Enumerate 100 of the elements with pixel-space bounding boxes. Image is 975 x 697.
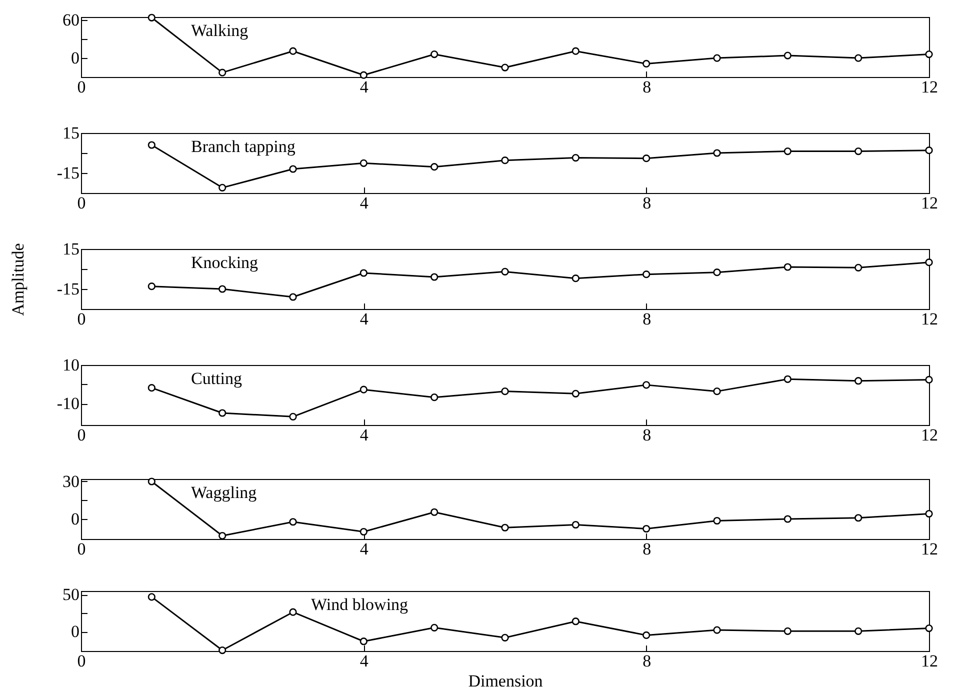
y-tick-label: 0 <box>71 510 80 528</box>
point <box>148 384 156 392</box>
point <box>854 264 862 272</box>
series-label: Branch tapping <box>191 137 296 156</box>
point <box>642 524 650 533</box>
point <box>218 646 226 654</box>
point <box>430 50 438 58</box>
point <box>572 154 580 162</box>
point <box>501 64 509 72</box>
series-label: Cutting <box>191 369 243 388</box>
x-tick-label: 12 <box>921 78 938 96</box>
point <box>572 390 580 398</box>
point <box>360 71 368 79</box>
point <box>218 68 226 76</box>
point <box>642 60 650 68</box>
x-tick-label: 8 <box>642 310 652 328</box>
x-tick-label: 4 <box>360 194 369 212</box>
point <box>784 627 792 635</box>
point <box>501 268 509 276</box>
x-tick-label: 12 <box>921 194 938 212</box>
point <box>501 524 509 532</box>
point <box>642 381 650 389</box>
point <box>360 269 368 277</box>
point <box>642 631 650 640</box>
y-tick-label: 15 <box>62 240 80 258</box>
point <box>784 52 792 60</box>
point <box>430 273 438 281</box>
x-axis-title: Dimension <box>468 672 544 690</box>
x-tick-label: 12 <box>921 540 938 558</box>
point <box>925 50 933 58</box>
x-tick-label: 4 <box>360 78 369 96</box>
x-tick-label: 8 <box>642 78 652 96</box>
x-tick-label: 4 <box>360 426 369 444</box>
x-tick-label: 8 <box>642 652 652 670</box>
point <box>642 270 650 278</box>
series-label: Wind blowing <box>311 595 409 614</box>
point <box>218 409 226 417</box>
point <box>148 14 156 22</box>
point <box>289 47 297 55</box>
point <box>713 388 721 396</box>
point <box>854 514 862 522</box>
point <box>148 478 156 486</box>
point <box>713 149 721 157</box>
y-tick-label: -15 <box>56 280 80 298</box>
point <box>713 54 721 62</box>
x-tick-label: 8 <box>642 426 652 444</box>
point <box>784 263 792 271</box>
series-label: Knocking <box>191 253 259 272</box>
y-tick-label: 0 <box>71 622 80 642</box>
point <box>572 47 580 55</box>
point <box>430 163 438 171</box>
point <box>360 159 368 167</box>
point <box>925 258 933 266</box>
y-tick-label: 0 <box>71 48 80 68</box>
point <box>218 532 226 540</box>
point <box>360 528 368 536</box>
y-tick-label: 60 <box>62 10 80 30</box>
point <box>784 147 792 156</box>
point <box>925 510 933 518</box>
point <box>501 388 509 396</box>
point <box>501 634 509 642</box>
point <box>713 268 721 276</box>
point <box>218 285 226 293</box>
point <box>430 624 438 632</box>
point <box>713 516 721 525</box>
series-label: Waggling <box>191 483 258 502</box>
point <box>430 394 438 402</box>
series-label: Walking <box>191 21 249 40</box>
point <box>218 184 226 192</box>
y-tick-label: 30 <box>62 472 80 491</box>
x-tick-label: 12 <box>921 426 938 444</box>
point <box>289 165 297 173</box>
point <box>784 375 792 383</box>
point <box>572 274 580 282</box>
x-tick-label: 4 <box>360 652 369 670</box>
point <box>854 147 862 156</box>
point <box>289 412 297 420</box>
point <box>501 156 509 164</box>
point <box>148 282 156 290</box>
point <box>289 608 297 616</box>
point <box>572 520 580 529</box>
point <box>854 54 862 62</box>
x-tick-label: 8 <box>642 194 652 212</box>
y-tick-label: 50 <box>62 585 80 604</box>
point <box>430 508 438 516</box>
point <box>784 515 792 523</box>
point <box>148 593 156 601</box>
point <box>289 293 297 301</box>
x-tick-label: 4 <box>360 540 369 558</box>
x-tick-label: 12 <box>921 310 938 328</box>
x-tick-label: 12 <box>921 652 938 670</box>
y-tick-label: -15 <box>56 164 80 182</box>
point <box>572 618 580 626</box>
x-tick-label: 8 <box>642 540 652 558</box>
point <box>854 627 862 635</box>
point <box>925 146 933 154</box>
point <box>854 377 862 385</box>
point <box>642 154 650 162</box>
point <box>360 386 368 394</box>
point <box>360 638 368 646</box>
